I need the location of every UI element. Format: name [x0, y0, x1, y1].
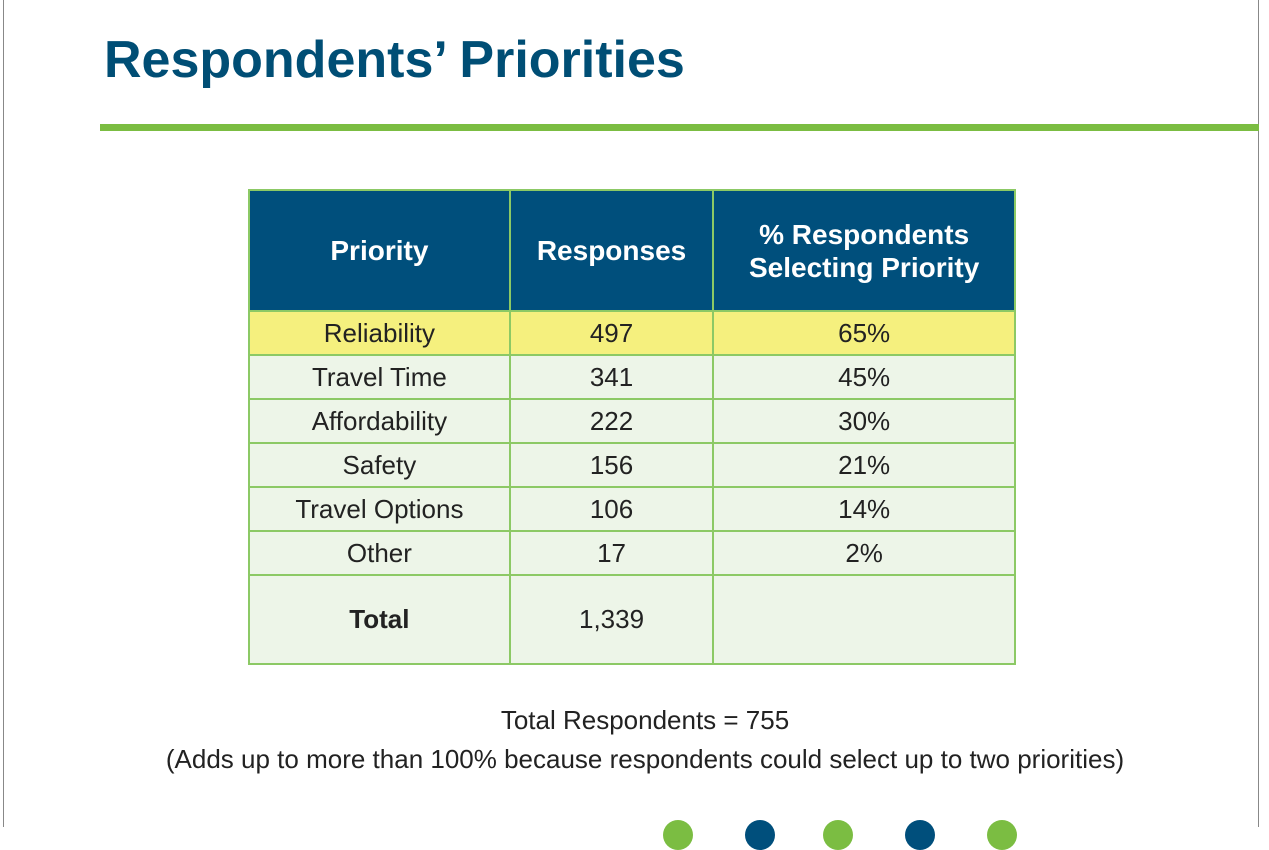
responses-cell: 17: [508, 530, 715, 576]
table-row: Affordability 222 30%: [248, 398, 1016, 444]
total-responses: 1,339: [508, 574, 715, 665]
right-border: [1258, 0, 1259, 827]
table-total-row: Total 1,339: [248, 574, 1016, 665]
decorative-dot: [745, 820, 775, 850]
decorative-dot: [987, 820, 1017, 850]
table-row: Other 17 2%: [248, 530, 1016, 576]
left-border: [3, 0, 4, 827]
table-header-row: Priority Responses % Respondents Selecti…: [248, 189, 1016, 312]
percent-cell: 21%: [712, 442, 1016, 488]
header-percent: % Respondents Selecting Priority: [712, 189, 1016, 312]
total-percent: [712, 574, 1016, 665]
total-respondents-note: Total Respondents = 755: [500, 705, 790, 735]
total-label: Total: [248, 574, 511, 665]
priorities-table: Priority Responses % Respondents Selecti…: [248, 189, 1016, 665]
table-row: Reliability 497 65%: [248, 310, 1016, 356]
priority-cell: Travel Time: [248, 354, 511, 400]
percent-cell: 30%: [712, 398, 1016, 444]
title-divider: [100, 124, 1259, 131]
decorative-dot: [905, 820, 935, 850]
responses-cell: 222: [508, 398, 715, 444]
priority-cell: Other: [248, 530, 511, 576]
responses-cell: 497: [508, 310, 715, 356]
priority-cell: Affordability: [248, 398, 511, 444]
decorative-dot: [663, 820, 693, 850]
percent-cell: 2%: [712, 530, 1016, 576]
percent-cell: 65%: [712, 310, 1016, 356]
priority-cell: Reliability: [248, 310, 511, 356]
responses-cell: 341: [508, 354, 715, 400]
header-priority: Priority: [248, 189, 511, 312]
table-row: Safety 156 21%: [248, 442, 1016, 488]
percent-cell: 45%: [712, 354, 1016, 400]
table-row: Travel Options 106 14%: [248, 486, 1016, 532]
decorative-dot: [823, 820, 853, 850]
page-title: Respondents’ Priorities: [104, 31, 685, 89]
table-row: Travel Time 341 45%: [248, 354, 1016, 400]
header-responses: Responses: [508, 189, 715, 312]
priority-cell: Travel Options: [248, 486, 511, 532]
responses-cell: 106: [508, 486, 715, 532]
percent-cell: 14%: [712, 486, 1016, 532]
responses-cell: 156: [508, 442, 715, 488]
priority-cell: Safety: [248, 442, 511, 488]
explanation-note: (Adds up to more than 100% because respo…: [165, 744, 1125, 774]
